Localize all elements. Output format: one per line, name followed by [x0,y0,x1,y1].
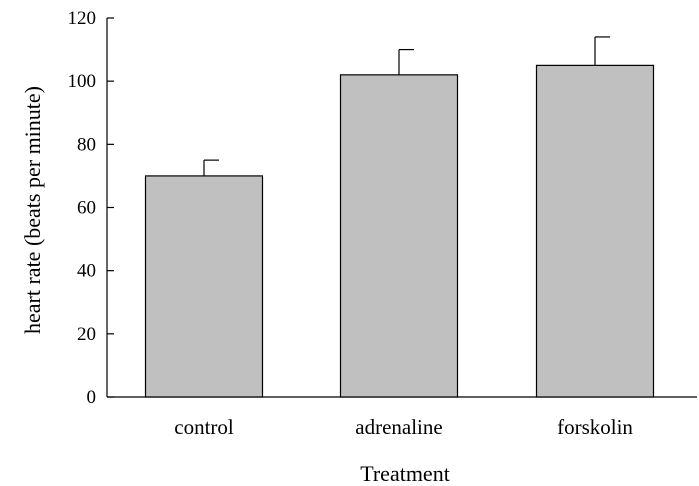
x-axis-title: Treatment [360,461,450,486]
y-tick-label: 40 [77,261,96,282]
error-bar-forskolin [594,36,610,66]
bars [144,64,655,398]
x-axis-categories: control adrenaline forskolin [174,415,633,439]
y-axis-title: heart rate (beats per minute) [20,86,45,334]
y-tick-label: 100 [68,71,97,92]
y-tick-label: 120 [68,8,97,29]
bar-control [144,175,264,398]
x-category-label: control [174,415,234,439]
error-bar-control [203,159,219,176]
error-bars [203,36,610,176]
error-bar-adrenaline [398,48,414,75]
y-tick-label: 0 [87,387,97,408]
bar-forskolin [535,64,655,398]
y-tick-label: 80 [77,134,96,155]
y-axis-ticks: 0 20 40 60 80 100 120 [68,8,114,408]
y-tick-label: 60 [77,198,96,219]
bar-adrenaline [339,74,459,398]
x-category-label: forskolin [557,415,633,439]
y-tick-label: 20 [77,324,96,345]
x-category-label: adrenaline [355,415,442,439]
